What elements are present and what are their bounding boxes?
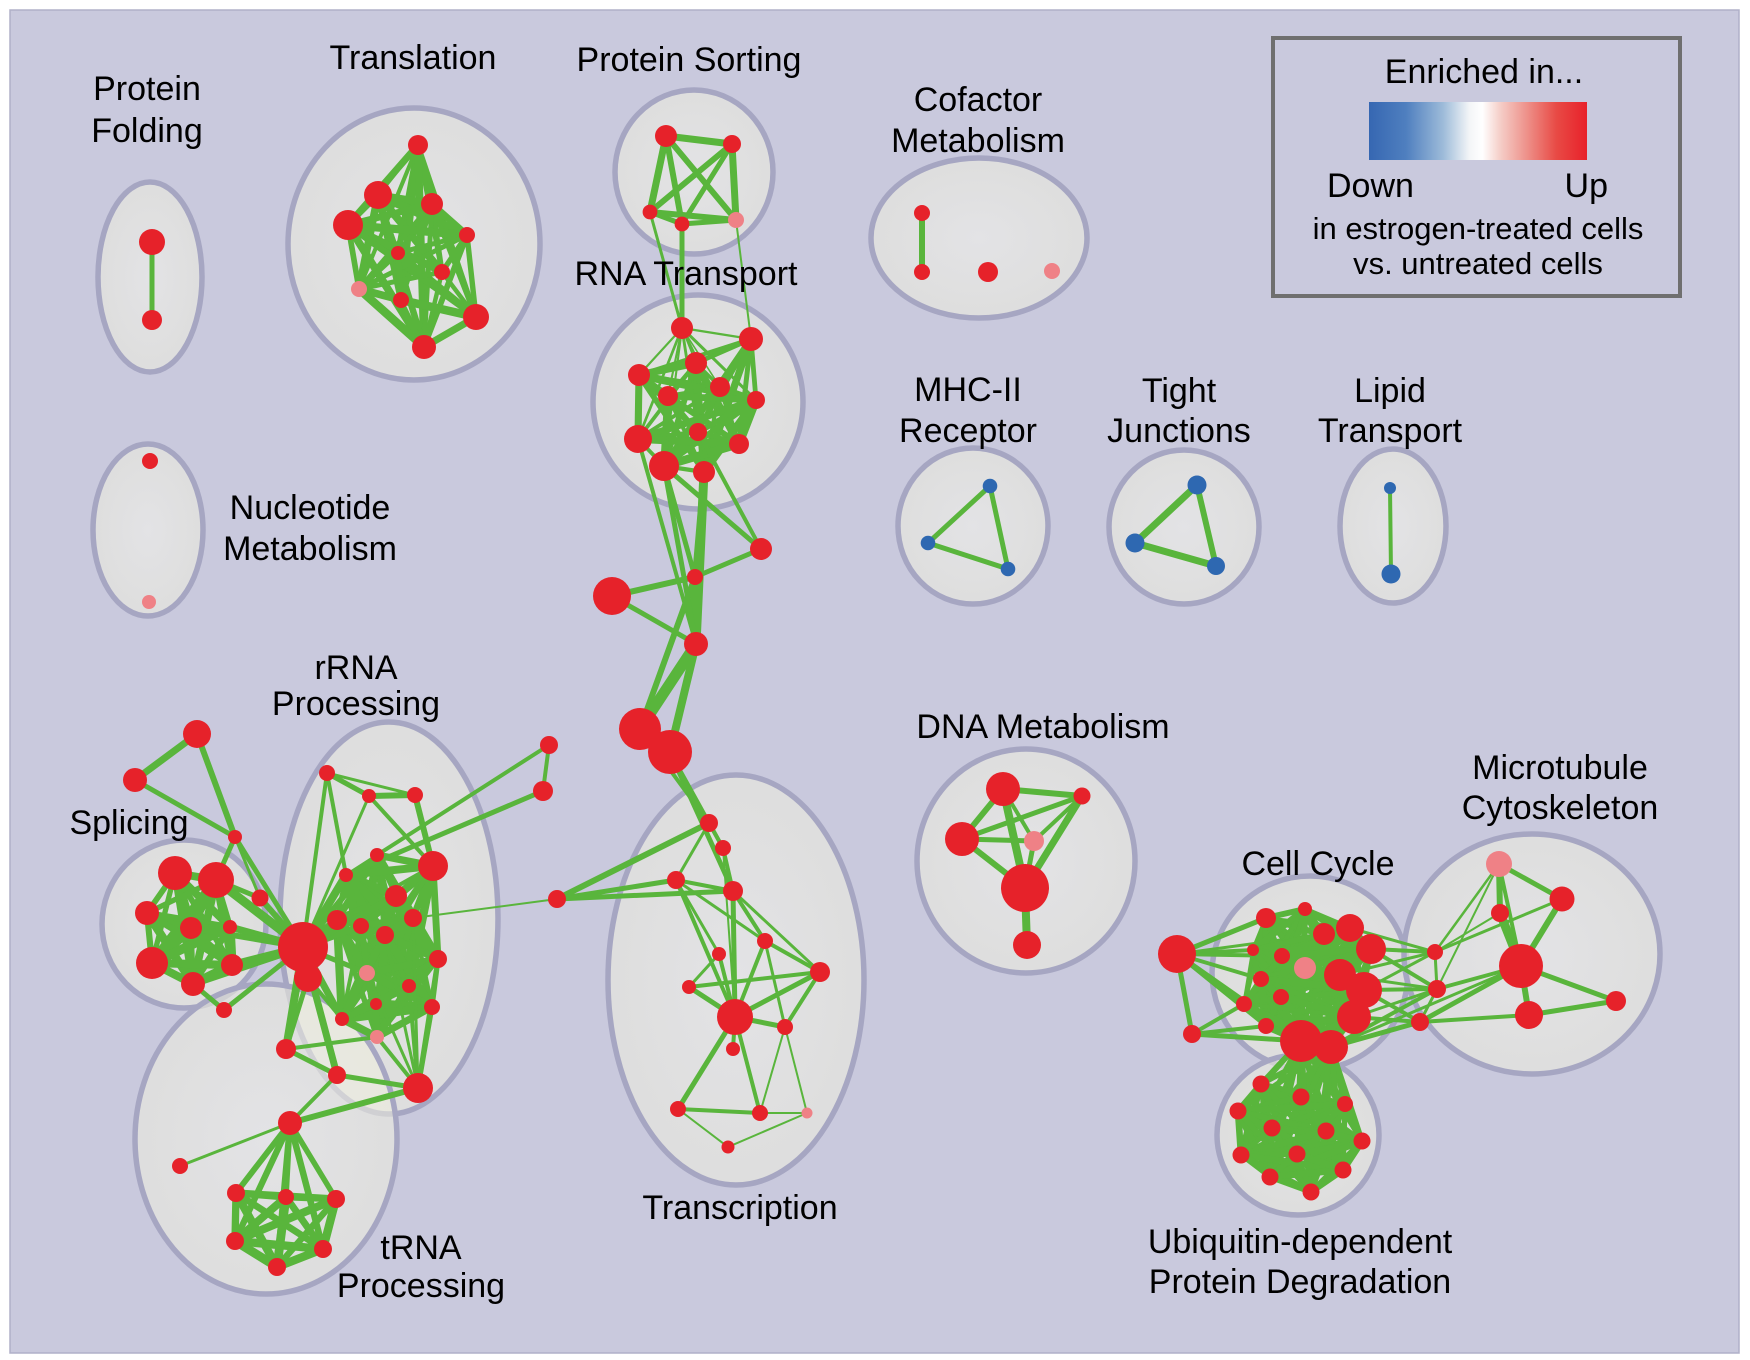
svg-text:Splicing: Splicing bbox=[69, 804, 188, 842]
svg-text:Protein: Protein bbox=[93, 70, 201, 108]
svg-text:Metabolism: Metabolism bbox=[223, 530, 397, 568]
svg-text:Protein Degradation: Protein Degradation bbox=[1149, 1263, 1451, 1301]
svg-text:Transcription: Transcription bbox=[642, 1189, 837, 1227]
svg-text:Receptor: Receptor bbox=[899, 412, 1037, 450]
svg-text:rRNA: rRNA bbox=[314, 649, 397, 687]
svg-text:Ubiquitin-dependent: Ubiquitin-dependent bbox=[1148, 1223, 1453, 1261]
svg-text:Protein Sorting: Protein Sorting bbox=[577, 41, 802, 79]
svg-text:in estrogen-treated cells: in estrogen-treated cells bbox=[1313, 211, 1644, 246]
svg-text:Up: Up bbox=[1565, 167, 1608, 205]
svg-text:RNA Transport: RNA Transport bbox=[575, 255, 799, 293]
svg-text:MHC-II: MHC-II bbox=[914, 371, 1022, 409]
svg-text:Cofactor: Cofactor bbox=[914, 81, 1043, 119]
svg-text:Enriched in...: Enriched in... bbox=[1385, 53, 1583, 91]
svg-text:Down: Down bbox=[1327, 167, 1414, 205]
svg-text:Folding: Folding bbox=[91, 112, 203, 150]
svg-text:Translation: Translation bbox=[330, 39, 497, 77]
svg-text:tRNA: tRNA bbox=[380, 1229, 462, 1267]
svg-text:Cell Cycle: Cell Cycle bbox=[1241, 845, 1394, 883]
svg-text:Microtubule: Microtubule bbox=[1472, 749, 1648, 787]
svg-text:Lipid: Lipid bbox=[1354, 372, 1426, 410]
svg-text:Metabolism: Metabolism bbox=[891, 122, 1065, 160]
svg-text:Nucleotide: Nucleotide bbox=[230, 489, 391, 527]
svg-text:Tight: Tight bbox=[1142, 372, 1217, 410]
svg-text:Cytoskeleton: Cytoskeleton bbox=[1462, 789, 1659, 827]
svg-text:Processing: Processing bbox=[272, 685, 440, 723]
svg-text:Transport: Transport bbox=[1318, 412, 1463, 450]
svg-text:Processing: Processing bbox=[337, 1267, 505, 1305]
svg-text:vs. untreated cells: vs. untreated cells bbox=[1353, 246, 1603, 281]
svg-text:DNA Metabolism: DNA Metabolism bbox=[916, 708, 1169, 746]
svg-text:Junctions: Junctions bbox=[1107, 412, 1251, 450]
